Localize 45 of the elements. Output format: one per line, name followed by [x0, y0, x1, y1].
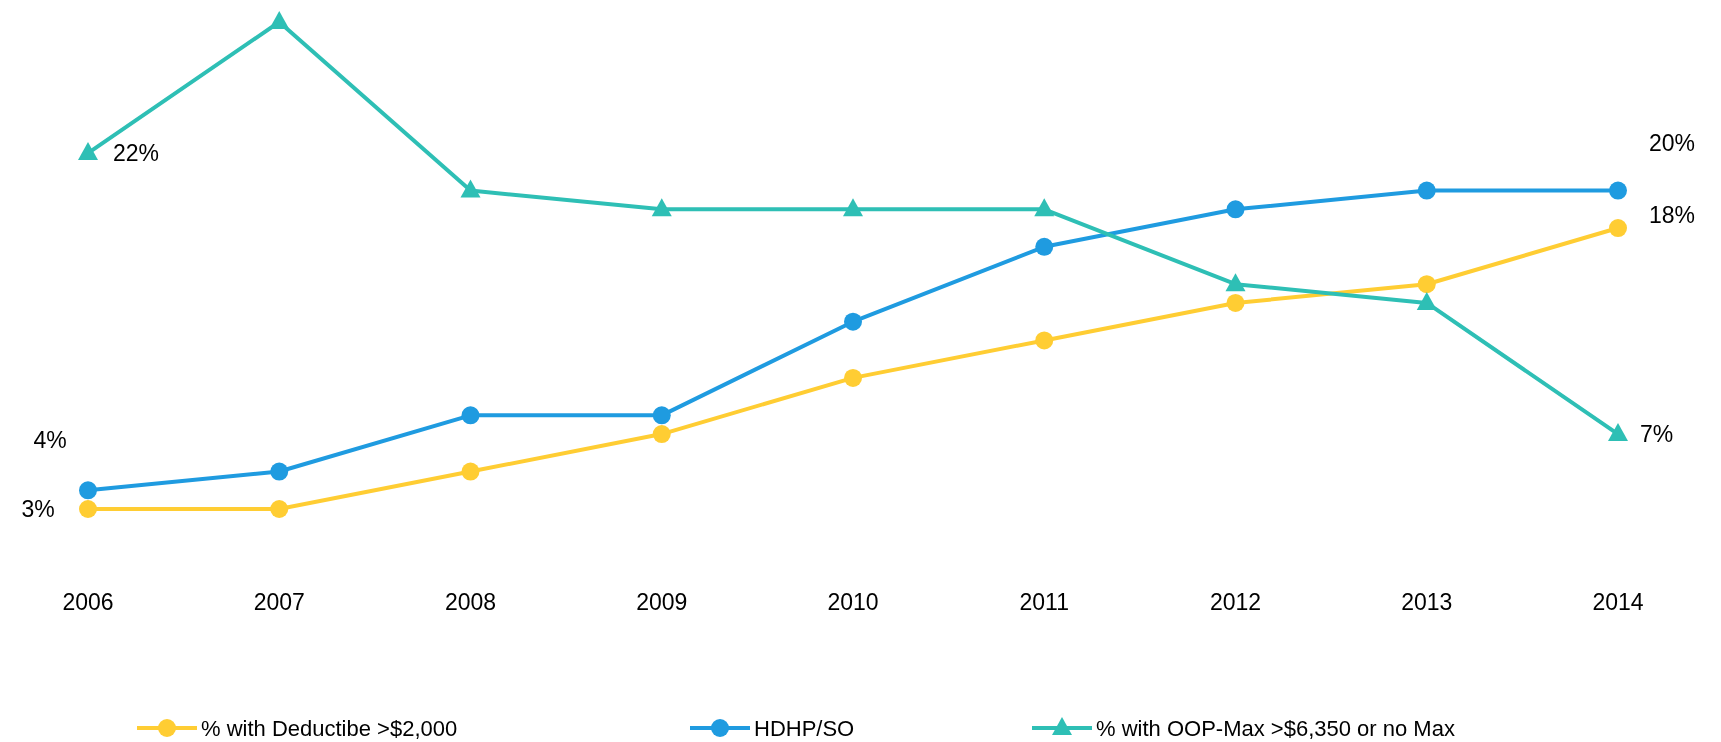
- point: [652, 406, 671, 425]
- x-tick-label: 2012: [1209, 589, 1262, 615]
- legend-label: HDHP/SO: [754, 716, 855, 741]
- point: [461, 462, 480, 481]
- point: [844, 368, 862, 387]
- point: [652, 425, 671, 444]
- x-tick-label: 2013: [1401, 589, 1453, 615]
- point: [1035, 331, 1054, 350]
- data-label: 22%: [113, 140, 160, 167]
- point: [1416, 291, 1437, 310]
- point: [1609, 181, 1627, 200]
- point: [1035, 237, 1054, 256]
- point: [1226, 200, 1245, 219]
- point: [1417, 181, 1436, 200]
- data-label: 7%: [1640, 421, 1674, 448]
- x-tick-label: 2011: [1019, 589, 1069, 615]
- point: [79, 481, 97, 500]
- point: [78, 142, 98, 161]
- point: [1226, 293, 1245, 312]
- point: [651, 198, 672, 217]
- point: [461, 406, 480, 425]
- point: [843, 198, 863, 217]
- point: [269, 11, 290, 29]
- point: [270, 462, 289, 481]
- point: [1608, 423, 1628, 442]
- point: [1034, 198, 1055, 217]
- x-tick-label: 2009: [636, 589, 688, 615]
- legend-label: % with Deductibe >$2,000: [201, 716, 458, 741]
- point: [1609, 219, 1627, 238]
- point: [79, 500, 97, 518]
- data-label: 18%: [1648, 202, 1696, 229]
- point: [1225, 273, 1246, 292]
- x-tick-label: 2008: [444, 589, 497, 615]
- point: [1417, 275, 1436, 294]
- x-tick-label: 2010: [827, 589, 879, 615]
- x-tick-label: 2007: [253, 589, 305, 615]
- data-label: 3%: [21, 496, 55, 522]
- data-label: 4%: [33, 427, 67, 454]
- point: [460, 179, 481, 198]
- point: [270, 500, 289, 518]
- x-tick-label: 2014: [1592, 589, 1644, 615]
- data-label: 20%: [1648, 129, 1696, 156]
- x-tick-label: 2006: [62, 589, 114, 615]
- point: [844, 312, 862, 331]
- legend-label: % with OOP-Max >$6,350 or no Max: [1096, 716, 1455, 741]
